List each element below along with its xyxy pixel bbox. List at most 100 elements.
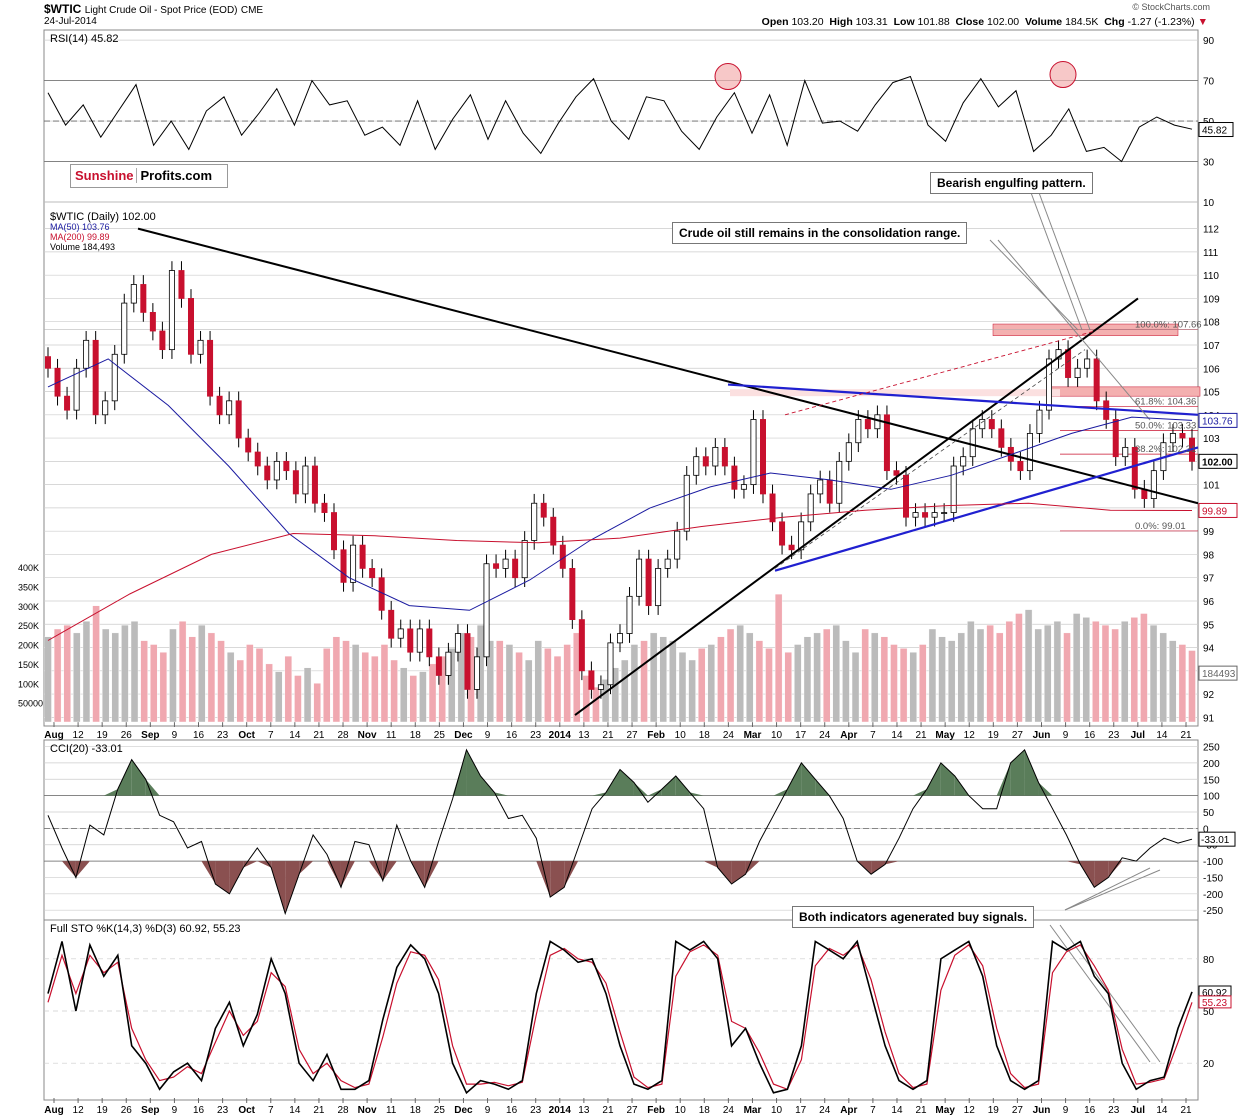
candle-body (645, 558, 652, 607)
x-tick-label: Sep (141, 1105, 159, 1116)
candle-body (1074, 367, 1081, 378)
trend-lines (137, 189, 1199, 1063)
price-legend-item: MA(200) 99.89 (50, 232, 110, 242)
candle-body (45, 356, 52, 369)
volume-bar (361, 652, 369, 723)
x-tick-label: Jul (1131, 730, 1146, 741)
price-legend-item: MA(50) 103.76 (50, 222, 110, 232)
candle-body (569, 568, 576, 621)
candle-body (83, 339, 90, 369)
price-tick-label: 91 (1203, 713, 1215, 724)
candle-body (521, 540, 528, 579)
x-tick-label: 21 (1180, 1105, 1192, 1116)
candle-body (798, 521, 805, 551)
annotation-pointer (1064, 867, 1151, 911)
candle-body (1150, 470, 1157, 499)
candle-body (340, 549, 347, 583)
candle-body (493, 563, 500, 569)
volume-bar (996, 632, 1004, 723)
candle-body (1169, 433, 1176, 444)
candle-body (922, 512, 929, 518)
candle-body (664, 558, 671, 569)
sunshine-profits-logo[interactable]: Sunshine Profits.com (70, 164, 228, 188)
candle-body (140, 284, 147, 313)
fibonacci-zones (44, 323, 1201, 532)
volume-bars (44, 593, 1196, 723)
x-tick-label: 28 (337, 1105, 349, 1116)
volume-bar (688, 659, 696, 723)
sto-tick-label: 20 (1203, 1059, 1215, 1070)
volume-bar (755, 640, 764, 723)
candle-body (92, 339, 99, 416)
cci-negative-fill (1066, 861, 1081, 865)
volume-bar (1092, 621, 1100, 723)
x-tick-label: 12 (73, 730, 85, 741)
x-tick-label: Mar (744, 1105, 762, 1116)
x-tick-label: 12 (73, 1105, 85, 1116)
volume-bar (515, 652, 523, 723)
sto-title: Full STO %K(14,3) %D(3) 60.92, 55.23 (50, 923, 241, 935)
x-tick-label: 12 (964, 1105, 976, 1116)
x-tick-label: 12 (964, 730, 976, 741)
volume-bar (678, 652, 687, 723)
ma50-line (47, 358, 1193, 611)
price-marker-box (1198, 665, 1238, 681)
candle-body (454, 633, 461, 653)
volume-bar (111, 632, 119, 723)
candle-body (426, 628, 433, 658)
candle-body (359, 544, 366, 569)
x-tick-label: Nov (358, 1105, 377, 1116)
volume-bar (169, 628, 177, 723)
x-tick-label: 23 (217, 730, 229, 741)
candle-body (207, 339, 214, 397)
axis-labels: 1030507090919293949596979899100101102103… (18, 33, 1238, 1116)
price-marker-label: 103.76 (1202, 416, 1233, 427)
candle-body (330, 512, 337, 551)
annotation-pointer (1059, 924, 1161, 1063)
candle-body (807, 493, 814, 523)
chg-label: Chg (1104, 16, 1125, 28)
cci-tick-label: 100 (1203, 792, 1220, 803)
x-tick-label: 27 (626, 1105, 638, 1116)
price-tick-label: 98 (1203, 550, 1215, 561)
x-tick-label: 21 (313, 1105, 325, 1116)
annotation-pointer (989, 239, 1079, 331)
volume-bar (380, 644, 389, 723)
volume-bar (592, 686, 600, 723)
volume-bar (1111, 628, 1119, 723)
volume-bar (419, 671, 427, 723)
price-tick-label: 109 (1203, 294, 1220, 305)
price-tick-label: 92 (1203, 690, 1215, 701)
volume-bar (140, 640, 148, 723)
volume-label: Volume (1025, 16, 1063, 28)
volume-bar (371, 655, 379, 723)
volume-tick-label: 250K (18, 621, 39, 631)
rsi-title: RSI(14) 45.82 (50, 33, 118, 45)
price-tick-label: 94 (1203, 644, 1215, 655)
candle-body (950, 465, 957, 513)
consolidation-lower-line (774, 446, 1199, 572)
x-tick-label: 23 (217, 1105, 229, 1116)
volume-bar (188, 636, 196, 723)
x-tick-label: 2014 (549, 1105, 572, 1116)
x-tick-label: 9 (1063, 1105, 1069, 1116)
x-tick-label: 18 (699, 730, 711, 741)
volume-bar (226, 652, 235, 723)
volume-bar (217, 640, 225, 723)
volume-bar (669, 640, 677, 723)
volume-bar (544, 648, 552, 723)
volume-bar (967, 621, 975, 723)
x-tick-label: 10 (771, 1105, 783, 1116)
candle-body (788, 544, 795, 551)
x-tick-label: 14 (289, 730, 301, 741)
x-tick-label: 19 (97, 1105, 109, 1116)
cci-title: CCI(20) -33.01 (50, 743, 123, 755)
x-tick-label: 27 (1012, 1105, 1024, 1116)
price-legend-item: Volume 184,493 (50, 242, 115, 252)
open-label: Open (761, 16, 789, 28)
volume-bar (976, 628, 985, 723)
candle-body (416, 628, 423, 653)
candle-body (550, 516, 557, 546)
candle-body (1065, 349, 1072, 378)
volume-bar (698, 648, 706, 723)
